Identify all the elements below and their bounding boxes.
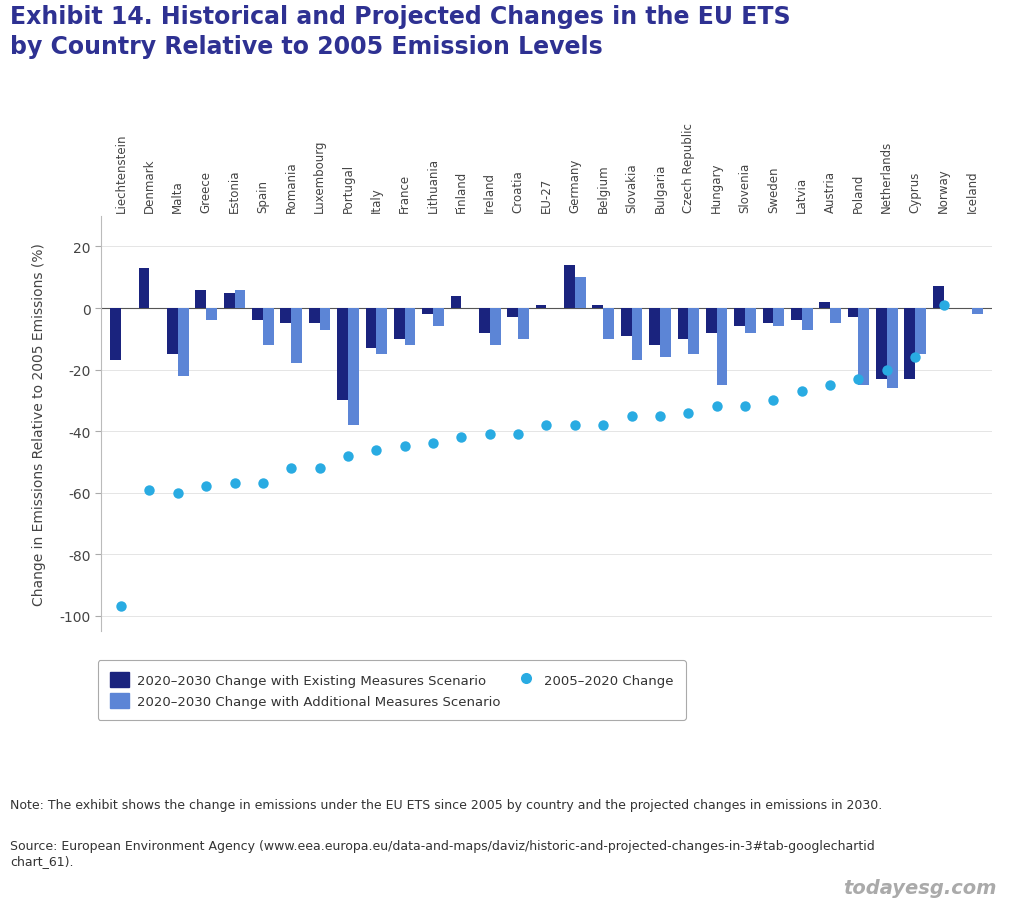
Bar [393,308,404,339]
Text: todayesg.com: todayesg.com [842,879,996,897]
Bar [535,306,546,308]
Bar [563,266,574,308]
Bar [206,308,216,321]
Bar [291,308,301,364]
Bar [791,308,801,321]
Bar [620,308,631,336]
Text: Note: The exhibit shows the change in emissions under the EU ETS since 2005 by c: Note: The exhibit shows the change in em… [10,798,882,811]
Bar [904,308,914,380]
Bar [762,308,772,324]
Bar [744,308,755,333]
Bar [252,308,263,321]
Bar [422,308,433,315]
Bar [518,308,529,339]
Bar [489,308,500,345]
Bar [478,308,489,333]
Text: Source: European Environment Agency (www.eea.europa.eu/data-and-maps/daviz/histo: Source: European Environment Agency (www… [10,839,874,867]
Bar [263,308,273,345]
Bar [801,308,812,330]
Bar [857,308,868,385]
Bar [876,308,886,380]
Bar [348,308,358,426]
Bar [404,308,416,345]
Bar [139,269,150,308]
Bar [847,308,857,318]
Bar [676,308,687,339]
Bar [591,306,603,308]
Bar [280,308,291,324]
Bar [772,308,784,327]
Bar [433,308,444,327]
Text: Exhibit 14. Historical and Projected Changes in the EU ETS
by Country Relative t: Exhibit 14. Historical and Projected Cha… [10,5,790,60]
Bar [308,308,319,324]
Bar [631,308,642,361]
Bar [648,308,659,345]
Bar [178,308,188,376]
Bar [687,308,699,354]
Bar [365,308,376,349]
Bar [914,308,925,354]
Bar [932,287,942,308]
Bar [734,308,744,327]
Bar [819,302,829,308]
Bar [450,297,461,308]
Bar [603,308,614,339]
Bar [829,308,840,324]
Bar [971,308,982,315]
Bar [195,290,206,308]
Bar [223,293,235,308]
Bar [507,308,518,318]
Bar [716,308,727,385]
Bar [167,308,178,354]
Bar [706,308,716,333]
Bar [110,308,121,361]
Legend: 2020–2030 Change with Existing Measures Scenario, 2020–2030 Change with Addition: 2020–2030 Change with Existing Measures … [98,660,685,720]
Bar [319,308,330,330]
Bar [235,290,245,308]
Bar [376,308,386,354]
Bar [574,278,585,308]
Bar [337,308,348,400]
Y-axis label: Change in Emissions Relative to 2005 Emissions (%): Change in Emissions Relative to 2005 Emi… [31,243,45,605]
Bar [659,308,670,358]
Bar [886,308,897,389]
